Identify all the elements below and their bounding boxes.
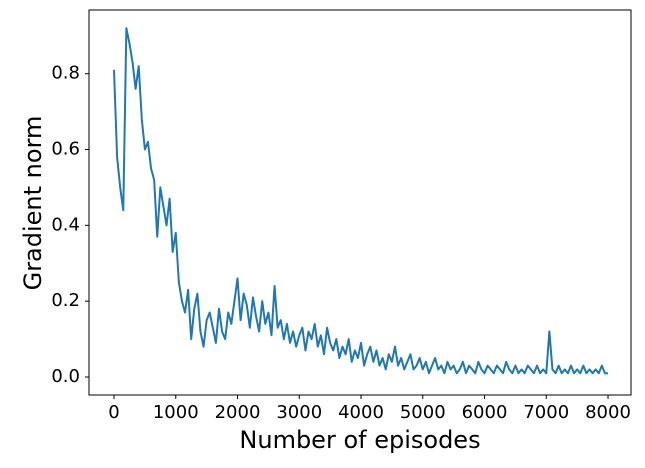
x-tick-label: 7000 xyxy=(523,402,569,423)
x-tick-label: 5000 xyxy=(400,402,446,423)
x-axis-label: Number of episodes xyxy=(239,426,480,454)
x-tick-label: 1000 xyxy=(153,402,199,423)
x-tick-label: 6000 xyxy=(462,402,508,423)
x-tick-label: 2000 xyxy=(215,402,261,423)
y-axis-label: Gradient norm xyxy=(19,116,47,291)
y-tick-label: 0.0 xyxy=(51,366,80,387)
x-tick-label: 8000 xyxy=(585,402,631,423)
y-tick-label: 0.4 xyxy=(51,214,80,235)
y-tick-label: 0.2 xyxy=(51,290,80,311)
y-tick-label: 0.6 xyxy=(51,139,80,160)
data-line xyxy=(113,27,609,375)
x-tick-label: 4000 xyxy=(338,402,384,423)
plot-frame xyxy=(88,9,632,396)
x-tick-label: 0 xyxy=(108,402,119,423)
x-tick-label: 3000 xyxy=(276,402,322,423)
y-tick-label: 0.8 xyxy=(51,63,80,84)
